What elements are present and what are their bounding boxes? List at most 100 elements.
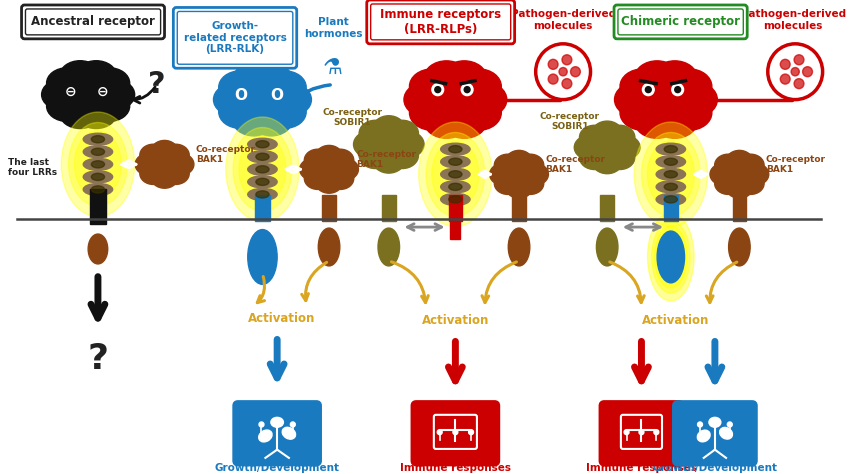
Ellipse shape — [410, 69, 455, 104]
Text: ⊖: ⊖ — [65, 85, 76, 99]
Text: Growth-
related receptors
(LRR-RLK): Growth- related receptors (LRR-RLK) — [184, 21, 286, 55]
Circle shape — [712, 422, 717, 427]
Ellipse shape — [604, 146, 635, 170]
Ellipse shape — [386, 142, 418, 169]
Ellipse shape — [68, 122, 127, 206]
Ellipse shape — [219, 71, 262, 104]
Circle shape — [794, 79, 804, 89]
Bar — [600, 195, 614, 221]
Circle shape — [654, 429, 659, 435]
Ellipse shape — [440, 156, 470, 168]
Text: ⚗: ⚗ — [323, 58, 343, 78]
Ellipse shape — [140, 144, 167, 166]
Ellipse shape — [440, 168, 470, 180]
Text: Pathogen-derived
molecules: Pathogen-derived molecules — [740, 9, 846, 31]
Text: Pathogen-derived
molecules: Pathogen-derived molecules — [510, 9, 616, 31]
Bar — [255, 195, 270, 221]
Text: Growth/Development: Growth/Development — [652, 463, 777, 473]
Ellipse shape — [315, 171, 343, 193]
Ellipse shape — [652, 221, 690, 293]
Ellipse shape — [494, 154, 522, 176]
Circle shape — [562, 79, 572, 89]
Circle shape — [642, 83, 654, 96]
Ellipse shape — [42, 79, 83, 110]
Ellipse shape — [94, 79, 134, 110]
Ellipse shape — [656, 168, 686, 180]
Text: Activation: Activation — [248, 312, 315, 325]
Text: Co-receptor
SOBIR1: Co-receptor SOBIR1 — [322, 108, 382, 127]
Text: The last
four LRRs: The last four LRRs — [8, 158, 57, 177]
Ellipse shape — [664, 146, 677, 153]
Ellipse shape — [248, 151, 277, 163]
Ellipse shape — [248, 229, 277, 284]
Ellipse shape — [667, 95, 712, 130]
Ellipse shape — [151, 166, 178, 188]
Ellipse shape — [456, 69, 501, 104]
Ellipse shape — [449, 158, 462, 165]
Ellipse shape — [672, 82, 717, 117]
Ellipse shape — [226, 117, 299, 222]
Ellipse shape — [83, 171, 113, 183]
Ellipse shape — [634, 103, 680, 138]
Ellipse shape — [162, 144, 189, 166]
Ellipse shape — [83, 158, 113, 170]
Ellipse shape — [135, 154, 162, 175]
Ellipse shape — [140, 145, 189, 184]
Ellipse shape — [233, 63, 275, 96]
Bar — [90, 189, 106, 224]
Text: Plant
hormones: Plant hormones — [304, 17, 363, 39]
Circle shape — [803, 67, 812, 77]
Ellipse shape — [419, 122, 492, 227]
Ellipse shape — [248, 164, 277, 175]
Circle shape — [461, 83, 473, 96]
Ellipse shape — [76, 98, 116, 128]
Ellipse shape — [615, 82, 660, 117]
Text: Co-receptor
BAK1: Co-receptor BAK1 — [545, 155, 605, 174]
Ellipse shape — [250, 63, 292, 96]
Ellipse shape — [219, 95, 262, 128]
Circle shape — [464, 87, 470, 92]
Ellipse shape — [51, 67, 126, 122]
Ellipse shape — [256, 141, 269, 148]
Ellipse shape — [641, 132, 700, 216]
Ellipse shape — [248, 138, 277, 150]
Ellipse shape — [656, 143, 686, 155]
Ellipse shape — [404, 82, 449, 117]
Text: Co-receptor
BAK1: Co-receptor BAK1 — [766, 155, 826, 174]
Circle shape — [548, 74, 558, 84]
Text: Co-receptor
BAK1: Co-receptor BAK1 — [357, 150, 416, 169]
Ellipse shape — [91, 186, 104, 193]
Text: Co-receptor
SOBIR1: Co-receptor SOBIR1 — [540, 112, 600, 131]
Ellipse shape — [140, 163, 167, 184]
Circle shape — [432, 83, 444, 96]
Ellipse shape — [233, 103, 275, 136]
Ellipse shape — [304, 167, 331, 190]
Circle shape — [435, 87, 440, 92]
Circle shape — [728, 422, 732, 427]
Ellipse shape — [737, 173, 764, 194]
Bar — [664, 195, 678, 221]
Circle shape — [675, 87, 681, 92]
FancyBboxPatch shape — [600, 402, 682, 465]
Ellipse shape — [462, 82, 507, 117]
Ellipse shape — [656, 193, 686, 205]
Bar — [512, 195, 526, 221]
Circle shape — [562, 55, 572, 65]
Ellipse shape — [91, 136, 104, 143]
Ellipse shape — [440, 143, 470, 155]
Text: ⊖: ⊖ — [97, 85, 109, 99]
Ellipse shape — [327, 167, 354, 190]
Ellipse shape — [698, 430, 711, 442]
Ellipse shape — [89, 68, 130, 99]
Ellipse shape — [223, 70, 302, 129]
Ellipse shape — [256, 166, 269, 173]
Ellipse shape — [647, 141, 694, 208]
Ellipse shape — [392, 131, 424, 157]
Ellipse shape — [449, 183, 462, 191]
Ellipse shape — [654, 226, 687, 288]
Circle shape — [548, 59, 558, 69]
Ellipse shape — [91, 161, 104, 168]
Ellipse shape — [742, 164, 769, 185]
Ellipse shape — [726, 176, 753, 198]
Ellipse shape — [625, 68, 707, 131]
